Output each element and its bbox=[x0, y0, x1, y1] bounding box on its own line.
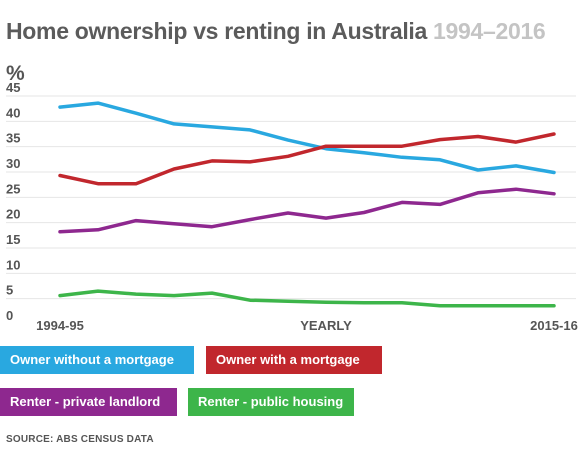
chart-title-years: 1994–2016 bbox=[433, 18, 546, 44]
legend-owner-without-mortgage: Owner without a mortgage bbox=[0, 346, 194, 374]
y-tick-label: 25 bbox=[6, 181, 20, 196]
y-tick-label: 0 bbox=[6, 308, 13, 323]
chart-title-main: Home ownership vs renting in Australia bbox=[6, 18, 427, 44]
gridlines bbox=[6, 95, 576, 300]
y-tick-label: 45 bbox=[6, 80, 20, 95]
series-line-owner-outright bbox=[58, 101, 556, 175]
line-chart: 0 5 10 15 20 25 30 35 40 45 1994-95 YEARLY 2015-16 bbox=[6, 80, 578, 333]
y-tick-label: 10 bbox=[6, 257, 20, 272]
y-tick-labels: 0 5 10 15 20 25 30 35 40 45 bbox=[6, 80, 20, 323]
x-tick-label: 1994-95 bbox=[36, 318, 84, 333]
legend-renter-private-landlord: Renter - private landlord bbox=[0, 388, 177, 416]
y-tick-label: 40 bbox=[6, 105, 20, 120]
legend-renter-public-housing: Renter - public housing bbox=[188, 388, 354, 416]
y-tick-label: 35 bbox=[6, 131, 20, 146]
series-line-renter-public bbox=[58, 289, 556, 308]
series-lines bbox=[58, 101, 556, 308]
x-tick-label: 2015-16 bbox=[530, 318, 578, 333]
y-tick-label: 20 bbox=[6, 207, 20, 222]
legend-label: Owner with a mortgage bbox=[216, 352, 360, 367]
y-tick-label: 5 bbox=[6, 283, 13, 298]
y-unit-label: % bbox=[6, 62, 25, 85]
legend-label: Owner without a mortgage bbox=[10, 352, 174, 367]
chart-title: Home ownership vs renting in Australia 19… bbox=[6, 18, 546, 45]
source-note: SOURCE: ABS CENSUS DATA bbox=[6, 434, 154, 445]
legend-label: Renter - private landlord bbox=[10, 394, 161, 409]
series-line-renter-private bbox=[58, 187, 556, 234]
x-tick-labels: 1994-95 YEARLY 2015-16 bbox=[36, 318, 578, 333]
legend-label: Renter - public housing bbox=[198, 394, 344, 409]
x-tick-label: YEARLY bbox=[300, 318, 352, 333]
y-tick-label: 30 bbox=[6, 156, 20, 171]
legend-owner-with-mortgage: Owner with a mortgage bbox=[206, 346, 382, 374]
y-tick-label: 15 bbox=[6, 232, 20, 247]
series-line-owner-mortgage bbox=[58, 132, 556, 186]
